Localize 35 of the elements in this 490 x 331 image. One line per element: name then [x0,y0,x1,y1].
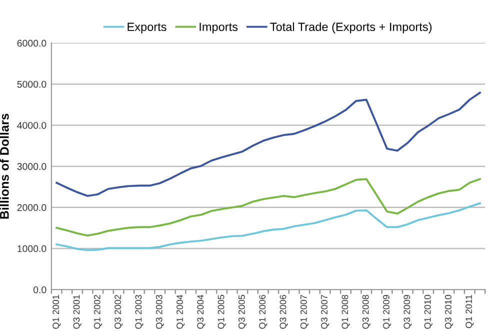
x-tick-label: Q1 2005 [218,294,226,329]
x-tick-label: Q3 2002 [114,295,123,329]
x-tick-label: Q3 2008 [362,294,370,329]
y-tick-label: 6000.0 [17,40,46,47]
x-tick-label: Q3 2009 [404,294,412,329]
x-tick-label: Q1 2003 [135,294,144,329]
line-series [56,178,481,237]
y-axis-title: Billions of Dollars [0,114,9,219]
legend-label: Imports [200,22,238,34]
y-tick-label: 3000.0 [17,163,46,170]
x-tick-label: Q1 2001 [52,294,61,329]
x-tick-label: Q3 2010 [444,294,453,329]
y-tick-label: 4000.0 [17,122,46,129]
x-tick-label: Q3 2007 [321,295,330,329]
x-tick-label: Q1 2010 [424,294,432,329]
x-tick-label: Q1 2004 [176,294,185,329]
y-tick-label: 1000.0 [18,245,46,252]
x-tick-label: Q3 2003 [156,294,164,329]
x-tick-label: Q1 2007 [300,295,308,329]
x-tick-label: Q1 2011 [466,294,474,328]
line-series [56,92,481,197]
x-tick-label: Q3 2004 [197,294,206,329]
x-tick-label: Q3 2005 [238,294,246,329]
legend-label: Exports [128,22,166,34]
x-tick-label: Q1 2006 [259,294,268,329]
legend-label: Total Trade (Exports + Imports) [270,22,432,34]
x-tick-label: Q1 2009 [383,294,392,329]
line-series [56,202,481,252]
y-tick-label: 5000.0 [17,80,46,88]
x-tick-label: Q1 2008 [342,294,350,329]
y-tick-label: 2000.0 [17,204,46,212]
x-tick-label: Q3 2006 [280,294,288,329]
x-tick-label: Q3 2001 [73,294,82,329]
x-tick-label: Q1 2002 [94,295,102,329]
y-tick-label: 0.0 [33,286,46,294]
